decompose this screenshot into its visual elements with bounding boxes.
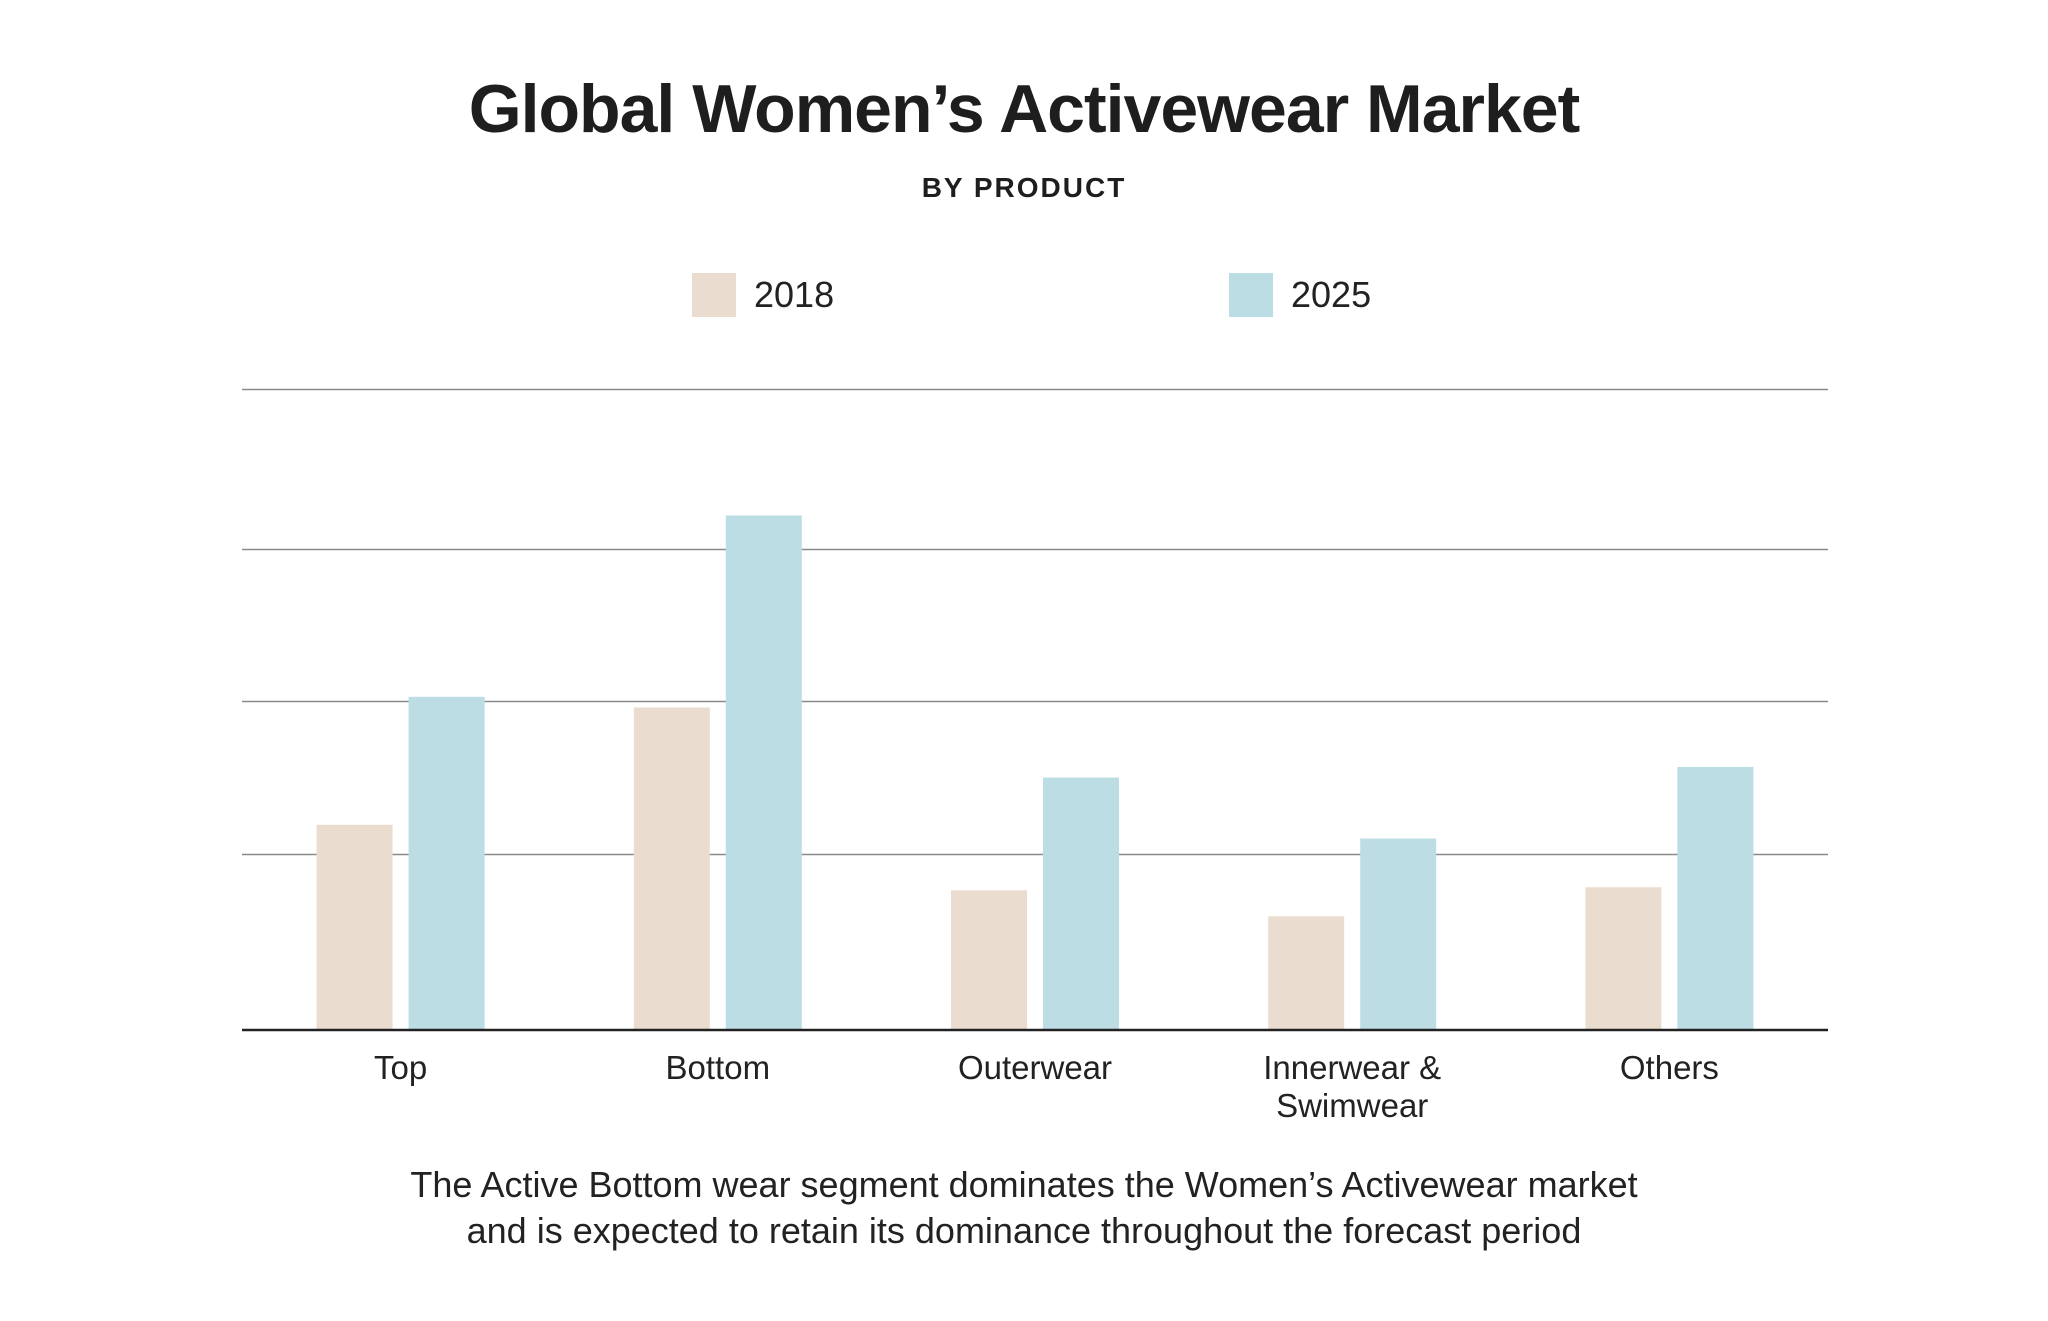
bar-2025-2 bbox=[1043, 777, 1119, 1029]
legend-item-2025: 2025 bbox=[1229, 272, 1371, 318]
x-tick-label-3-1: Swimwear bbox=[1276, 1087, 1428, 1124]
x-tick-label-4-0: Others bbox=[1620, 1049, 1719, 1086]
legend-swatch-2018 bbox=[692, 273, 736, 317]
x-tick-label-0-0: Top bbox=[374, 1049, 427, 1086]
bar-2025-1 bbox=[725, 515, 802, 1029]
chart-title: Global Women’s Activewear Market bbox=[468, 71, 1581, 147]
caption-line-2: and is expected to retain its dominance … bbox=[466, 1210, 1582, 1251]
chart-subtitle: BY PRODUCT bbox=[921, 172, 1127, 203]
caption-line-1: The Active Bottom wear segment dominates… bbox=[410, 1164, 1638, 1205]
bar-2018-2 bbox=[951, 890, 1027, 1029]
legend-label-2025: 2025 bbox=[1291, 274, 1372, 315]
legend: 2018 2025 bbox=[0, 272, 2048, 318]
x-tick-label-3-0: Innerwear & bbox=[1263, 1049, 1441, 1086]
bar-2018-4 bbox=[1585, 887, 1662, 1029]
bar-2025-3 bbox=[1360, 838, 1437, 1029]
legend-swatch-2025 bbox=[1229, 273, 1273, 317]
x-tick-label-1-0: Bottom bbox=[666, 1049, 771, 1086]
legend-item-2018: 2018 bbox=[692, 272, 834, 318]
bar-2018-0 bbox=[316, 824, 393, 1029]
chart-caption: The Active Bottom wear segment dominates… bbox=[0, 1162, 2048, 1254]
legend-label-2018: 2018 bbox=[754, 274, 835, 315]
bar-2025-4 bbox=[1677, 766, 1754, 1029]
x-tick-label-2-0: Outerwear bbox=[958, 1049, 1112, 1086]
bar-2018-1 bbox=[633, 707, 710, 1029]
bar-2018-3 bbox=[1268, 916, 1345, 1029]
bar-2025-0 bbox=[408, 696, 485, 1029]
